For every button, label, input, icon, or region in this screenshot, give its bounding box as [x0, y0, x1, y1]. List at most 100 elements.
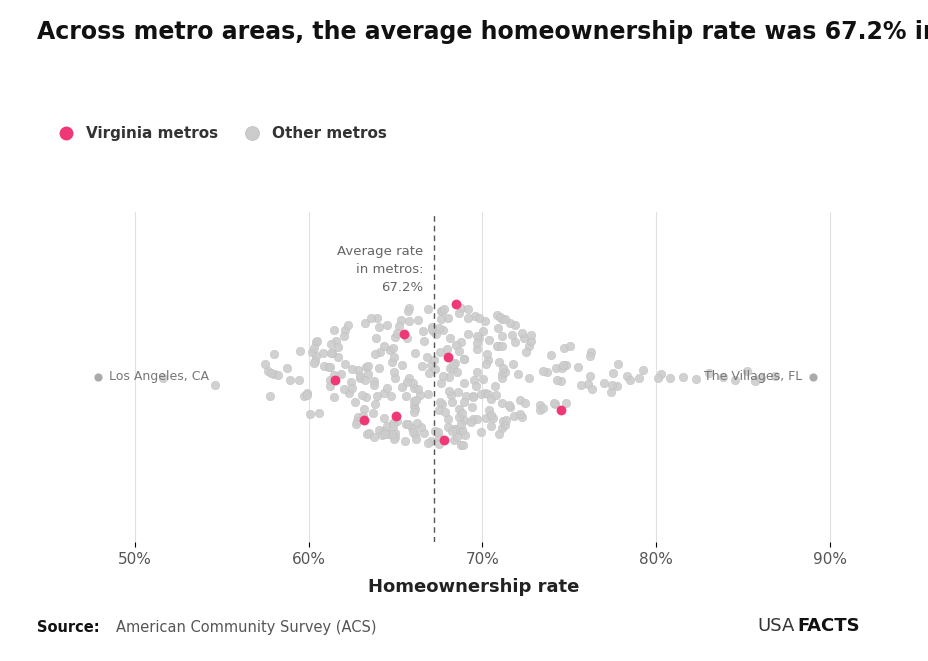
Point: [557, 343, 572, 354]
Point: [388, 432, 403, 443]
Point: [558, 360, 573, 370]
Point: [427, 364, 442, 374]
Point: [291, 375, 306, 385]
Point: [398, 391, 413, 401]
Point: [539, 367, 554, 377]
Point: [423, 436, 438, 447]
Point: [415, 326, 430, 336]
Point: [435, 370, 450, 381]
Point: [701, 368, 715, 379]
Point: [338, 325, 353, 335]
Point: [480, 354, 495, 365]
Point: [456, 354, 470, 364]
Point: [402, 303, 417, 313]
Point: [440, 352, 455, 362]
Point: [512, 394, 527, 405]
Point: [610, 358, 625, 369]
Point: [504, 330, 519, 340]
Point: [419, 303, 434, 314]
Point: [479, 348, 494, 359]
Point: [393, 360, 408, 370]
Point: [548, 399, 562, 409]
Point: [368, 332, 383, 343]
Point: [535, 403, 549, 414]
Point: [330, 342, 345, 352]
Point: [385, 342, 400, 353]
Point: [384, 428, 399, 439]
Text: Los Angeles, CA: Los Angeles, CA: [109, 370, 208, 383]
Point: [329, 336, 343, 346]
Point: [386, 352, 401, 362]
Point: [303, 346, 318, 357]
Point: [466, 392, 481, 403]
Point: [423, 359, 438, 369]
Point: [371, 362, 386, 373]
Point: [451, 308, 466, 319]
Point: [377, 429, 392, 440]
Point: [370, 424, 385, 435]
Point: [380, 383, 394, 394]
Point: [491, 323, 506, 334]
Point: [432, 314, 447, 325]
Point: [477, 315, 492, 326]
Point: [308, 336, 323, 347]
Text: FACTS: FACTS: [796, 617, 858, 635]
Point: [366, 375, 380, 386]
Point: [406, 401, 421, 412]
Point: [548, 362, 563, 373]
Point: [508, 320, 522, 330]
Point: [469, 330, 483, 341]
Point: [514, 411, 529, 422]
Point: [443, 332, 458, 343]
Point: [514, 327, 529, 338]
Point: [535, 366, 549, 377]
Point: [282, 375, 297, 385]
Point: [460, 313, 475, 323]
Point: [376, 388, 391, 399]
Point: [518, 347, 533, 358]
Point: [553, 375, 568, 386]
Point: [356, 375, 371, 385]
Point: [494, 369, 509, 379]
Point: [483, 409, 497, 420]
Point: [543, 350, 558, 360]
Point: [323, 348, 338, 358]
Point: [426, 355, 441, 366]
Point: [455, 425, 470, 436]
Point: [361, 369, 376, 379]
Point: [449, 367, 464, 377]
Point: [480, 388, 495, 399]
Point: [471, 313, 486, 324]
Point: [479, 359, 494, 369]
Point: [489, 310, 504, 321]
Point: [337, 359, 352, 369]
Point: [379, 420, 393, 431]
Point: [393, 382, 408, 393]
Point: [407, 434, 422, 444]
Point: [371, 321, 386, 332]
Point: [496, 314, 511, 325]
Point: [435, 325, 450, 335]
Point: [406, 383, 421, 394]
Point: [727, 375, 741, 385]
Point: [386, 434, 401, 444]
Point: [291, 346, 306, 356]
Point: [516, 333, 531, 344]
Point: [309, 335, 324, 346]
Point: [494, 330, 509, 341]
Point: [603, 387, 618, 397]
Point: [446, 435, 461, 446]
Point: [417, 336, 432, 346]
Point: [334, 369, 349, 379]
Point: [445, 359, 460, 369]
Point: [466, 375, 481, 385]
Point: [393, 315, 408, 325]
Point: [385, 418, 400, 428]
Point: [207, 380, 222, 391]
Point: [605, 368, 620, 379]
Point: [436, 434, 451, 445]
Point: [546, 397, 561, 408]
Point: [342, 387, 356, 398]
Point: [372, 346, 387, 357]
Point: [437, 407, 452, 417]
